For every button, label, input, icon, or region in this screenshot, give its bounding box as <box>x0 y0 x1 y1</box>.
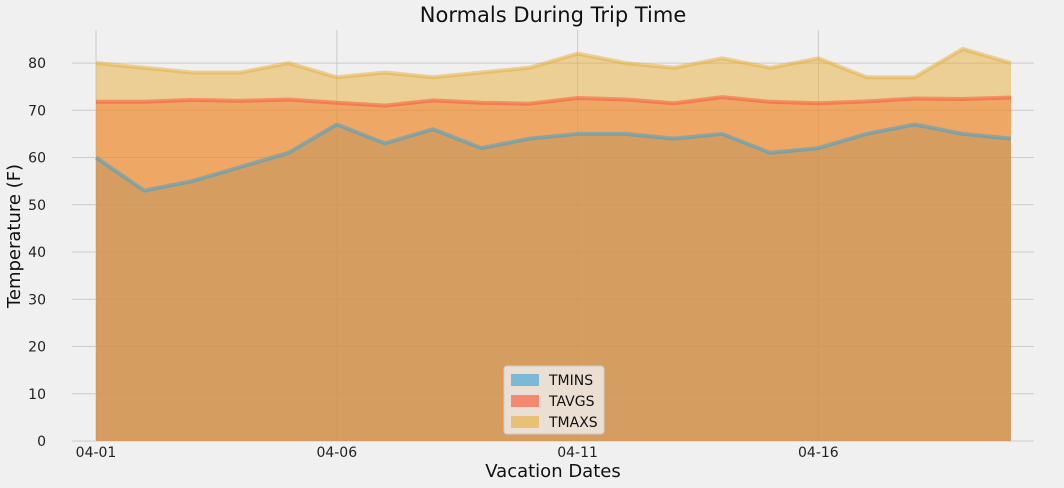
y-tick-label: 20 <box>28 340 46 356</box>
legend-label-tmins: TMINS <box>548 373 593 389</box>
x-tick-label: 04-16 <box>798 445 839 461</box>
series-lines <box>94 46 1012 193</box>
legend: TMINS TAVGS TMAXS <box>503 365 605 435</box>
area-tmaxs <box>96 48 1011 442</box>
line-tmaxs <box>95 46 1012 80</box>
legend-label-tavgs: TAVGS <box>548 394 595 410</box>
legend-swatch-tavgs <box>511 395 539 407</box>
y-tick-label: 70 <box>28 103 46 119</box>
chart-title: Normals During Trip Time <box>420 3 686 27</box>
y-tick-label: 10 <box>28 387 46 403</box>
y-tick-label: 60 <box>28 151 46 167</box>
legend-swatch-tmins <box>511 374 539 386</box>
y-tick-label: 80 <box>28 56 46 72</box>
series-areas <box>96 48 1011 442</box>
tick-labels: 0 10 20 30 40 50 60 70 80 04-01 04-06 04-11 04-16 <box>28 56 839 461</box>
line-tavgs <box>96 95 1012 108</box>
y-tick-label: 30 <box>28 292 46 308</box>
y-tick-label: 40 <box>28 245 46 261</box>
legend-swatch-tmaxs <box>511 416 539 428</box>
line-tmins <box>94 122 1012 193</box>
legend-label-tmaxs: TMAXS <box>548 415 598 431</box>
x-tick-label: 04-11 <box>557 445 598 461</box>
x-tick-label: 04-06 <box>316 445 357 461</box>
x-tick-label: 04-01 <box>76 445 117 461</box>
y-axis-label: Temperature (F) <box>4 164 25 309</box>
y-tick-label: 0 <box>37 434 46 450</box>
x-axis-label: Vacation Dates <box>485 461 620 482</box>
y-tick-label: 50 <box>28 198 46 214</box>
